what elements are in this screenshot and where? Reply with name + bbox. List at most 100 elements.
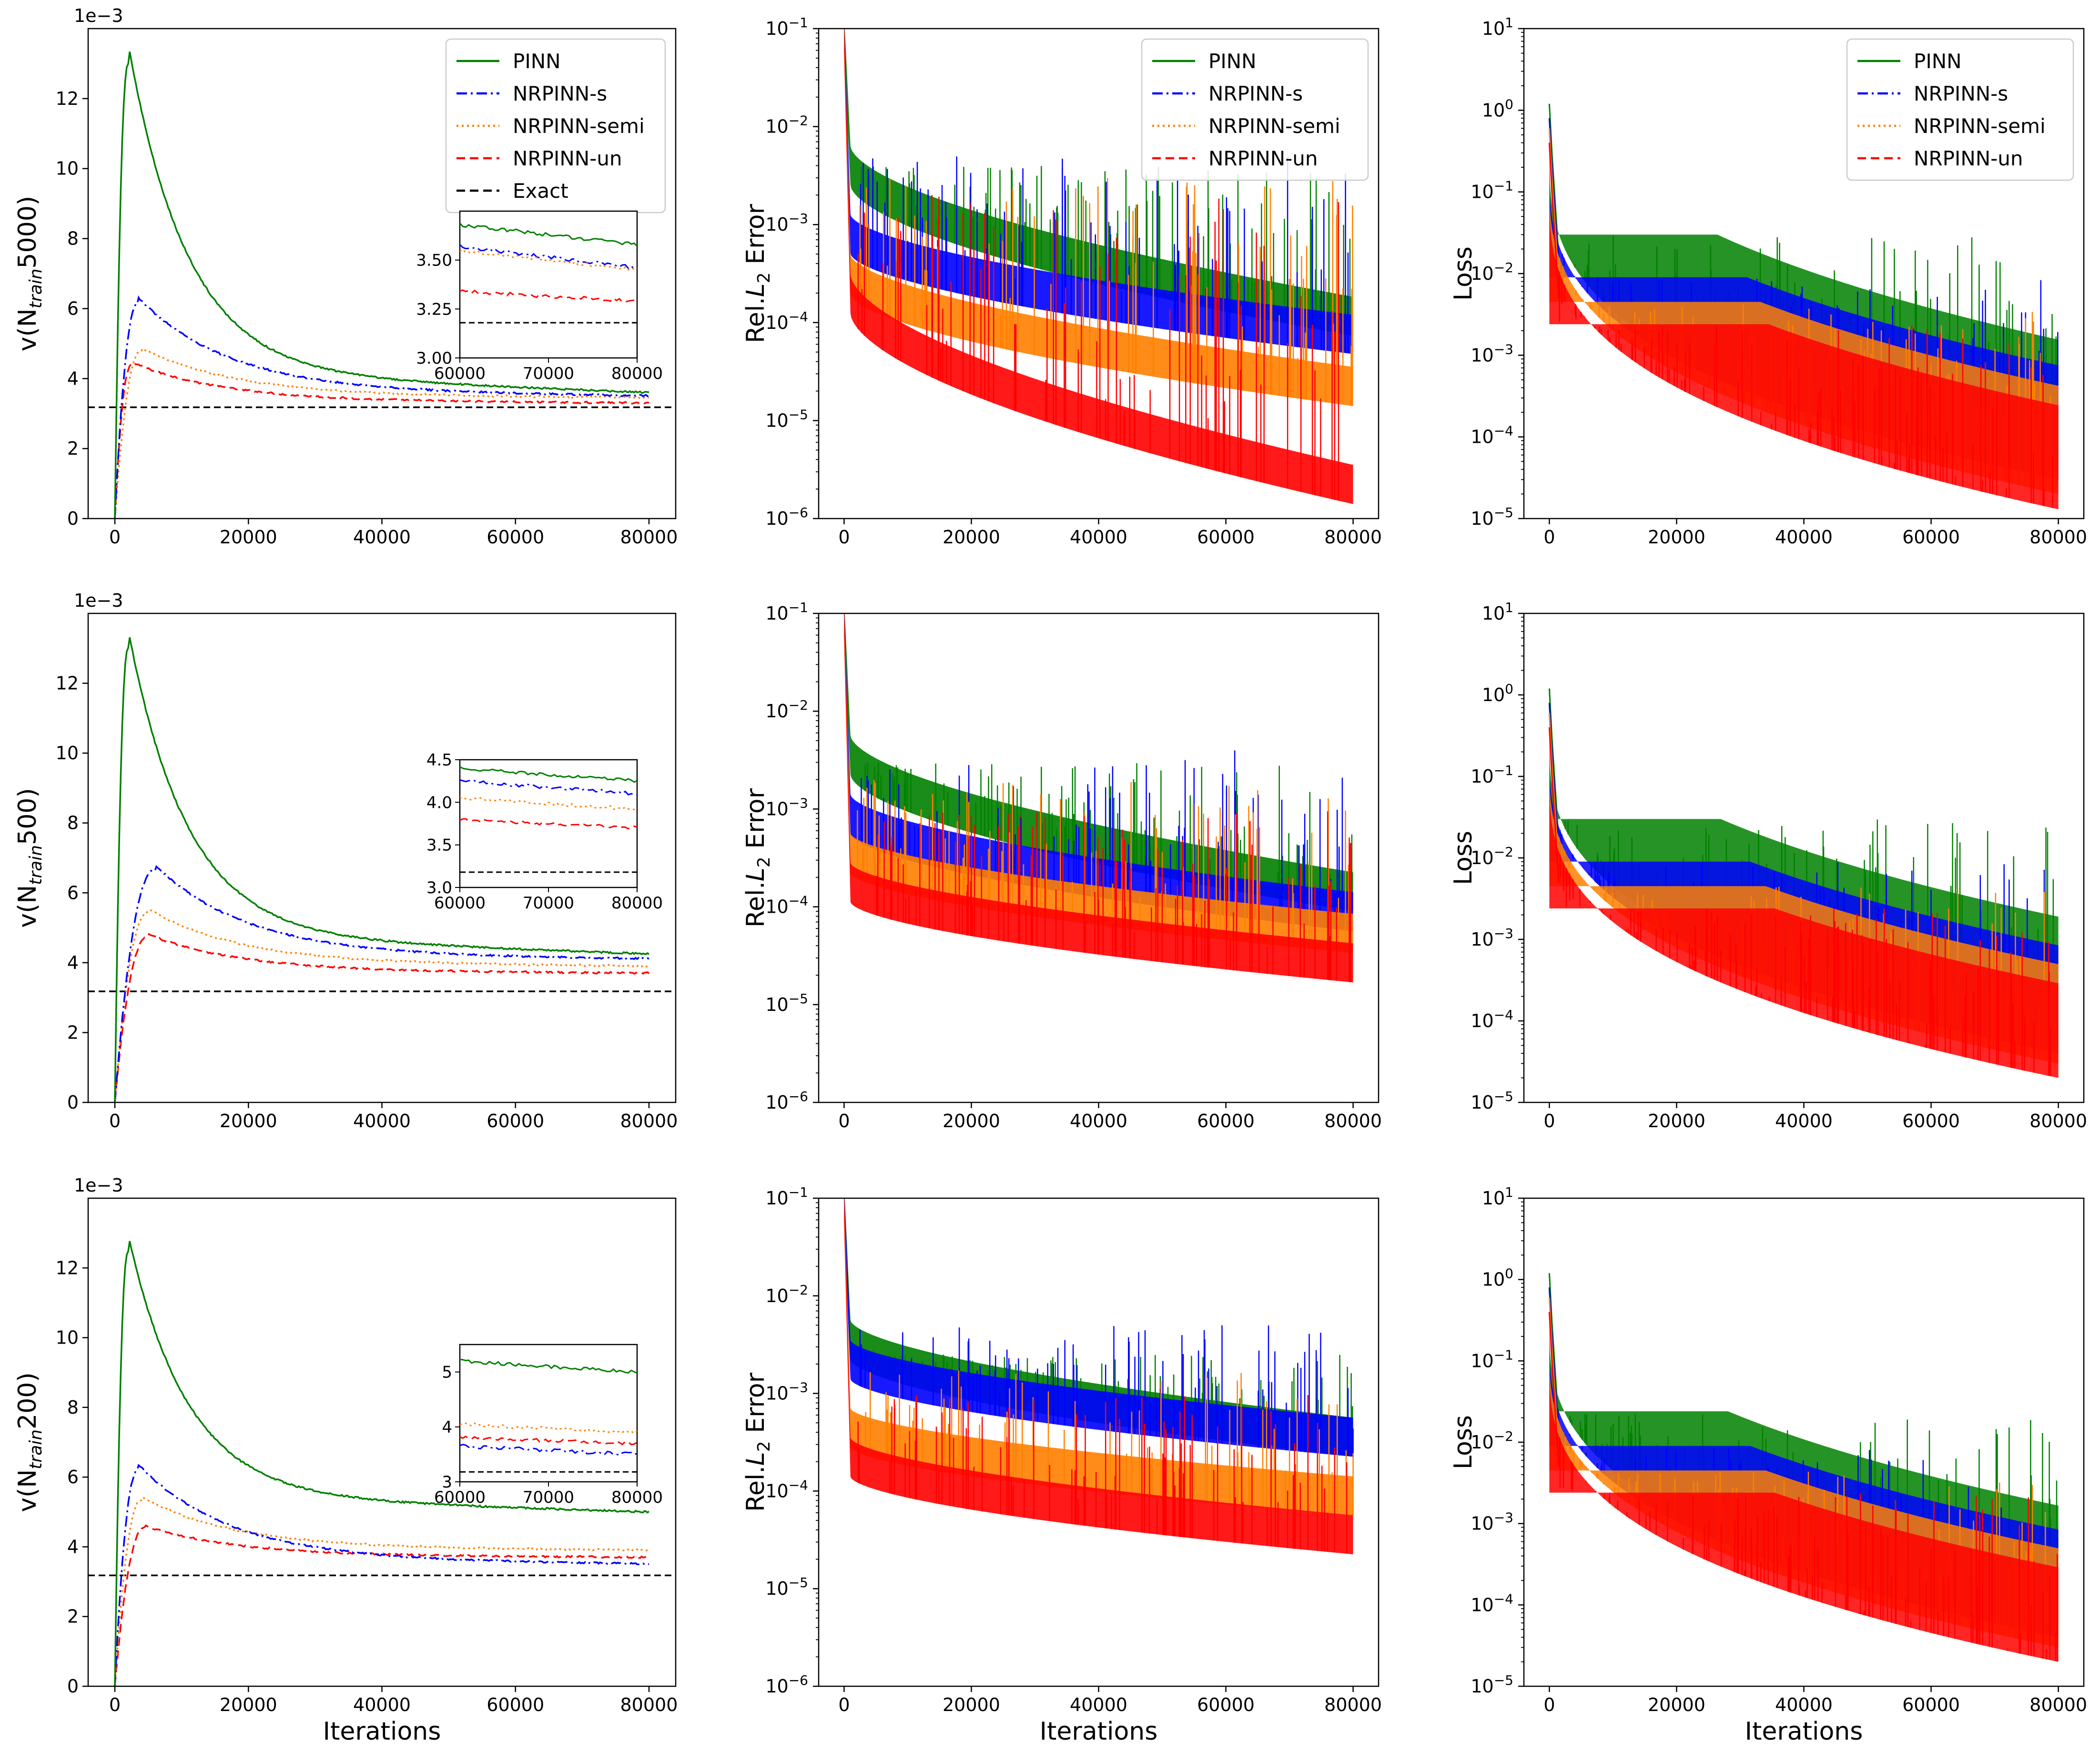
series-spikes-nrpinn-un [1559,1437,2058,1662]
chart-error-N5000: 0 20000 40000 60000 80000 10−6 10−5 10−4 10−3 10−… [741,15,1382,548]
y-axis-label: Loss [1449,831,1478,885]
x-tick-label: 20000 [943,527,1000,548]
chart-loss-N5000: 0 20000 40000 60000 80000 10−5 10−4 10−3 10−2 10−… [1449,15,2087,548]
y-tick-label: 8 [67,1397,79,1418]
x-tick-label: 80000 [620,1111,678,1131]
y-tick-label: 10−3 [765,795,808,819]
series-band-pinn [844,613,1353,911]
y-tick-label: 12 [56,673,79,694]
y-tick-label: 0 [67,1092,79,1113]
y-tick-label: 10−5 [1471,1089,1513,1113]
x-tick-label: 40000 [353,527,411,548]
y-axis-label: Loss [1449,246,1478,301]
inset-zoom: 60000 70000 80000 3.00 3.25 3.50 [416,210,663,383]
y-tick-label: 101 [1482,15,1513,39]
series-line-nrpinn-s [114,295,649,519]
x-tick-label: 60000 [1197,1694,1255,1715]
y-tick-label: 100 [1482,681,1513,705]
series-spikes-nrpinn-s [859,1325,1354,1457]
x-tick-label: 20000 [1648,527,1705,548]
y-tick-label: 10−1 [765,1184,808,1209]
inset-line-pinn [460,1358,637,1374]
series-band-nrpinn-un [844,29,1353,504]
inset-x-tick-label: 80000 [611,364,663,383]
series-band-nrpinn-un [1549,192,2059,510]
y-tick-label: 10−4 [765,309,808,333]
series-line-nrpinn-un [114,1524,650,1686]
y-tick-label: 10−2 [765,113,808,137]
series-spikes-nrpinn-un [857,1395,1348,1554]
series-band-nrpinn-s [844,1198,1353,1457]
series-band-pinn [844,29,1353,336]
y-tick-label: 10−1 [1471,763,1513,787]
y-tick-label: 10−3 [1471,1510,1513,1534]
y-tick-label: 10−1 [765,15,808,39]
y-axis-label: v(Ntrain5000) [13,196,46,351]
x-tick-label: 20000 [1648,1111,1705,1131]
y-tick-label: 10−1 [1471,178,1513,203]
legend-label-nrpinn-semi: NRPINN-semi [513,114,645,138]
y-tick-label: 10−5 [765,407,808,431]
plot-area [88,1241,676,1686]
chart-viscosity-N200: 0 20000 40000 60000 80000 0 2 4 6 8 10 12 1e−3 v(Ntra… [13,1175,678,1746]
x-tick-label: 0 [109,527,121,548]
inset-y-tick-label: 4.5 [426,751,452,770]
inset-line-nrpinn-s [460,244,637,270]
y-tick-label: 10−2 [1471,260,1513,284]
inset-line-pinn [460,223,637,247]
x-tick-label: 80000 [2029,1694,2087,1715]
x-tick-label: 40000 [1775,527,1833,548]
y-tick-label: 12 [56,88,79,109]
y-tick-label: 10−5 [1471,1672,1513,1697]
legend-label-nrpinn-s: NRPINN-s [513,82,607,105]
series-drop-pinn [1548,688,1560,844]
inset-y-tick-label: 5 [442,1363,452,1382]
series-line-nrpinn-s [114,1464,649,1686]
y-tick-label: 10 [56,158,79,179]
y-tick-label: 10−2 [765,697,808,722]
plot-area [88,637,676,1102]
inset-y-tick-label: 3.0 [426,878,452,897]
plot-area [844,29,1353,504]
series-drop-pinn [1548,103,1560,259]
series-band-nrpinn-un [844,613,1353,983]
y-tick-label: 2 [67,438,79,459]
offset-text: 1e−3 [74,590,123,611]
series-line-nrpinn-semi [114,1496,649,1686]
x-tick-label: 40000 [1070,527,1127,548]
x-tick-label: 40000 [1775,1694,1833,1715]
chart-loss-N200: 0 20000 40000 60000 80000 10−5 10−4 10−3 10−2 10−… [1449,1184,2087,1746]
y-axis-label: Loss [1449,1415,1478,1469]
offset-text: 1e−3 [74,5,123,26]
y-tick-label: 10−5 [765,991,808,1015]
x-tick-label: 60000 [1197,527,1255,548]
y-axis-label: v(Ntrain200) [13,1372,46,1512]
y-tick-label: 4 [67,368,79,389]
y-tick-label: 10−3 [765,211,808,235]
series-band-nrpinn-semi [844,1198,1353,1516]
series-drop-nrpinn-un [1548,1312,1560,1467]
series-drop-nrpinn-semi [1548,128,1560,284]
x-tick-label: 80000 [1324,1111,1382,1131]
inset-line-nrpinn-s [460,1444,637,1456]
legend-label-nrpinn-un: NRPINN-un [1914,147,2023,170]
inset-line-nrpinn-un [460,1436,637,1446]
y-tick-label: 10−3 [765,1380,808,1404]
legend-label-nrpinn-semi: NRPINN-semi [1914,114,2046,138]
inset-zoom: 60000 70000 80000 3 4 5 [434,1344,663,1507]
x-tick-label: 0 [838,527,850,548]
series-spikes-nrpinn-un [857,195,1339,501]
y-tick-label: 0 [67,1676,79,1697]
y-tick-label: 10−6 [765,1672,808,1697]
series-drop-nrpinn-semi [1548,1297,1560,1453]
y-tick-label: 101 [1482,1184,1513,1209]
x-tick-label: 20000 [943,1694,1000,1715]
y-tick-label: 0 [67,508,79,529]
legend: PINN NRPINN-s NRPINN-semi NRPINN-un [1846,38,2074,181]
inset-y-tick-label: 3 [442,1473,452,1492]
inset-y-tick-label: 4.0 [426,793,452,812]
plot-area [1548,688,2059,1078]
x-tick-label: 60000 [487,1111,544,1131]
series-drop-nrpinn-un [1548,727,1560,883]
series-drop-nrpinn-un [1548,143,1560,298]
